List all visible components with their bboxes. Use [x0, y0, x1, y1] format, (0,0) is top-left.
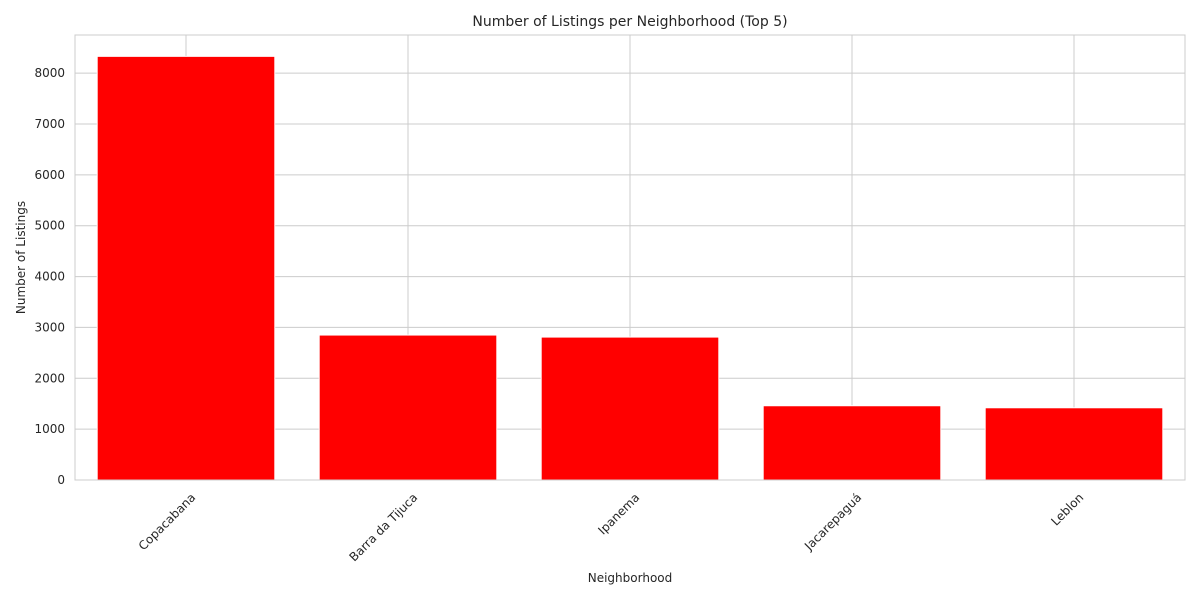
x-axis-label: Neighborhood: [588, 571, 673, 585]
x-tick-label: Ipanema: [595, 490, 642, 537]
bar-copacabana: [96, 55, 276, 481]
x-tick-label: Jacarepaguá: [801, 490, 864, 553]
bar-layer: [96, 55, 1164, 481]
bar-leblon: [984, 407, 1164, 481]
chart-title: Number of Listings per Neighborhood (Top…: [472, 14, 787, 30]
y-tick-label: 5000: [34, 219, 65, 233]
y-tick-label: 4000: [34, 270, 65, 284]
y-tick-label: 6000: [34, 168, 65, 182]
bar-barra-da-tijuca: [318, 334, 498, 481]
y-tick-label: 7000: [34, 117, 65, 131]
x-tick-label: Leblon: [1048, 490, 1086, 528]
plot-frame: [74, 34, 1186, 481]
y-axis-label: Number of Listings: [14, 201, 28, 314]
x-tick-label: Copacabana: [136, 490, 199, 553]
x-tick-labels: Copacabana Barra da Tijuca Ipanema Jacarepa…: [136, 490, 1087, 564]
bar-jacarepagu-: [762, 405, 942, 481]
y-tick-label: 0: [57, 473, 65, 487]
bar-ipanema: [540, 336, 720, 481]
y-tick-label: 8000: [34, 66, 65, 80]
y-tick-label: 2000: [34, 371, 65, 385]
y-tick-label: 3000: [34, 320, 65, 334]
y-tick-labels: 0 1000 2000 3000 4000 5000 6000 7000 8000: [34, 66, 65, 487]
x-tick-label: Barra da Tijuca: [347, 490, 421, 564]
y-tick-label: 1000: [34, 422, 65, 436]
